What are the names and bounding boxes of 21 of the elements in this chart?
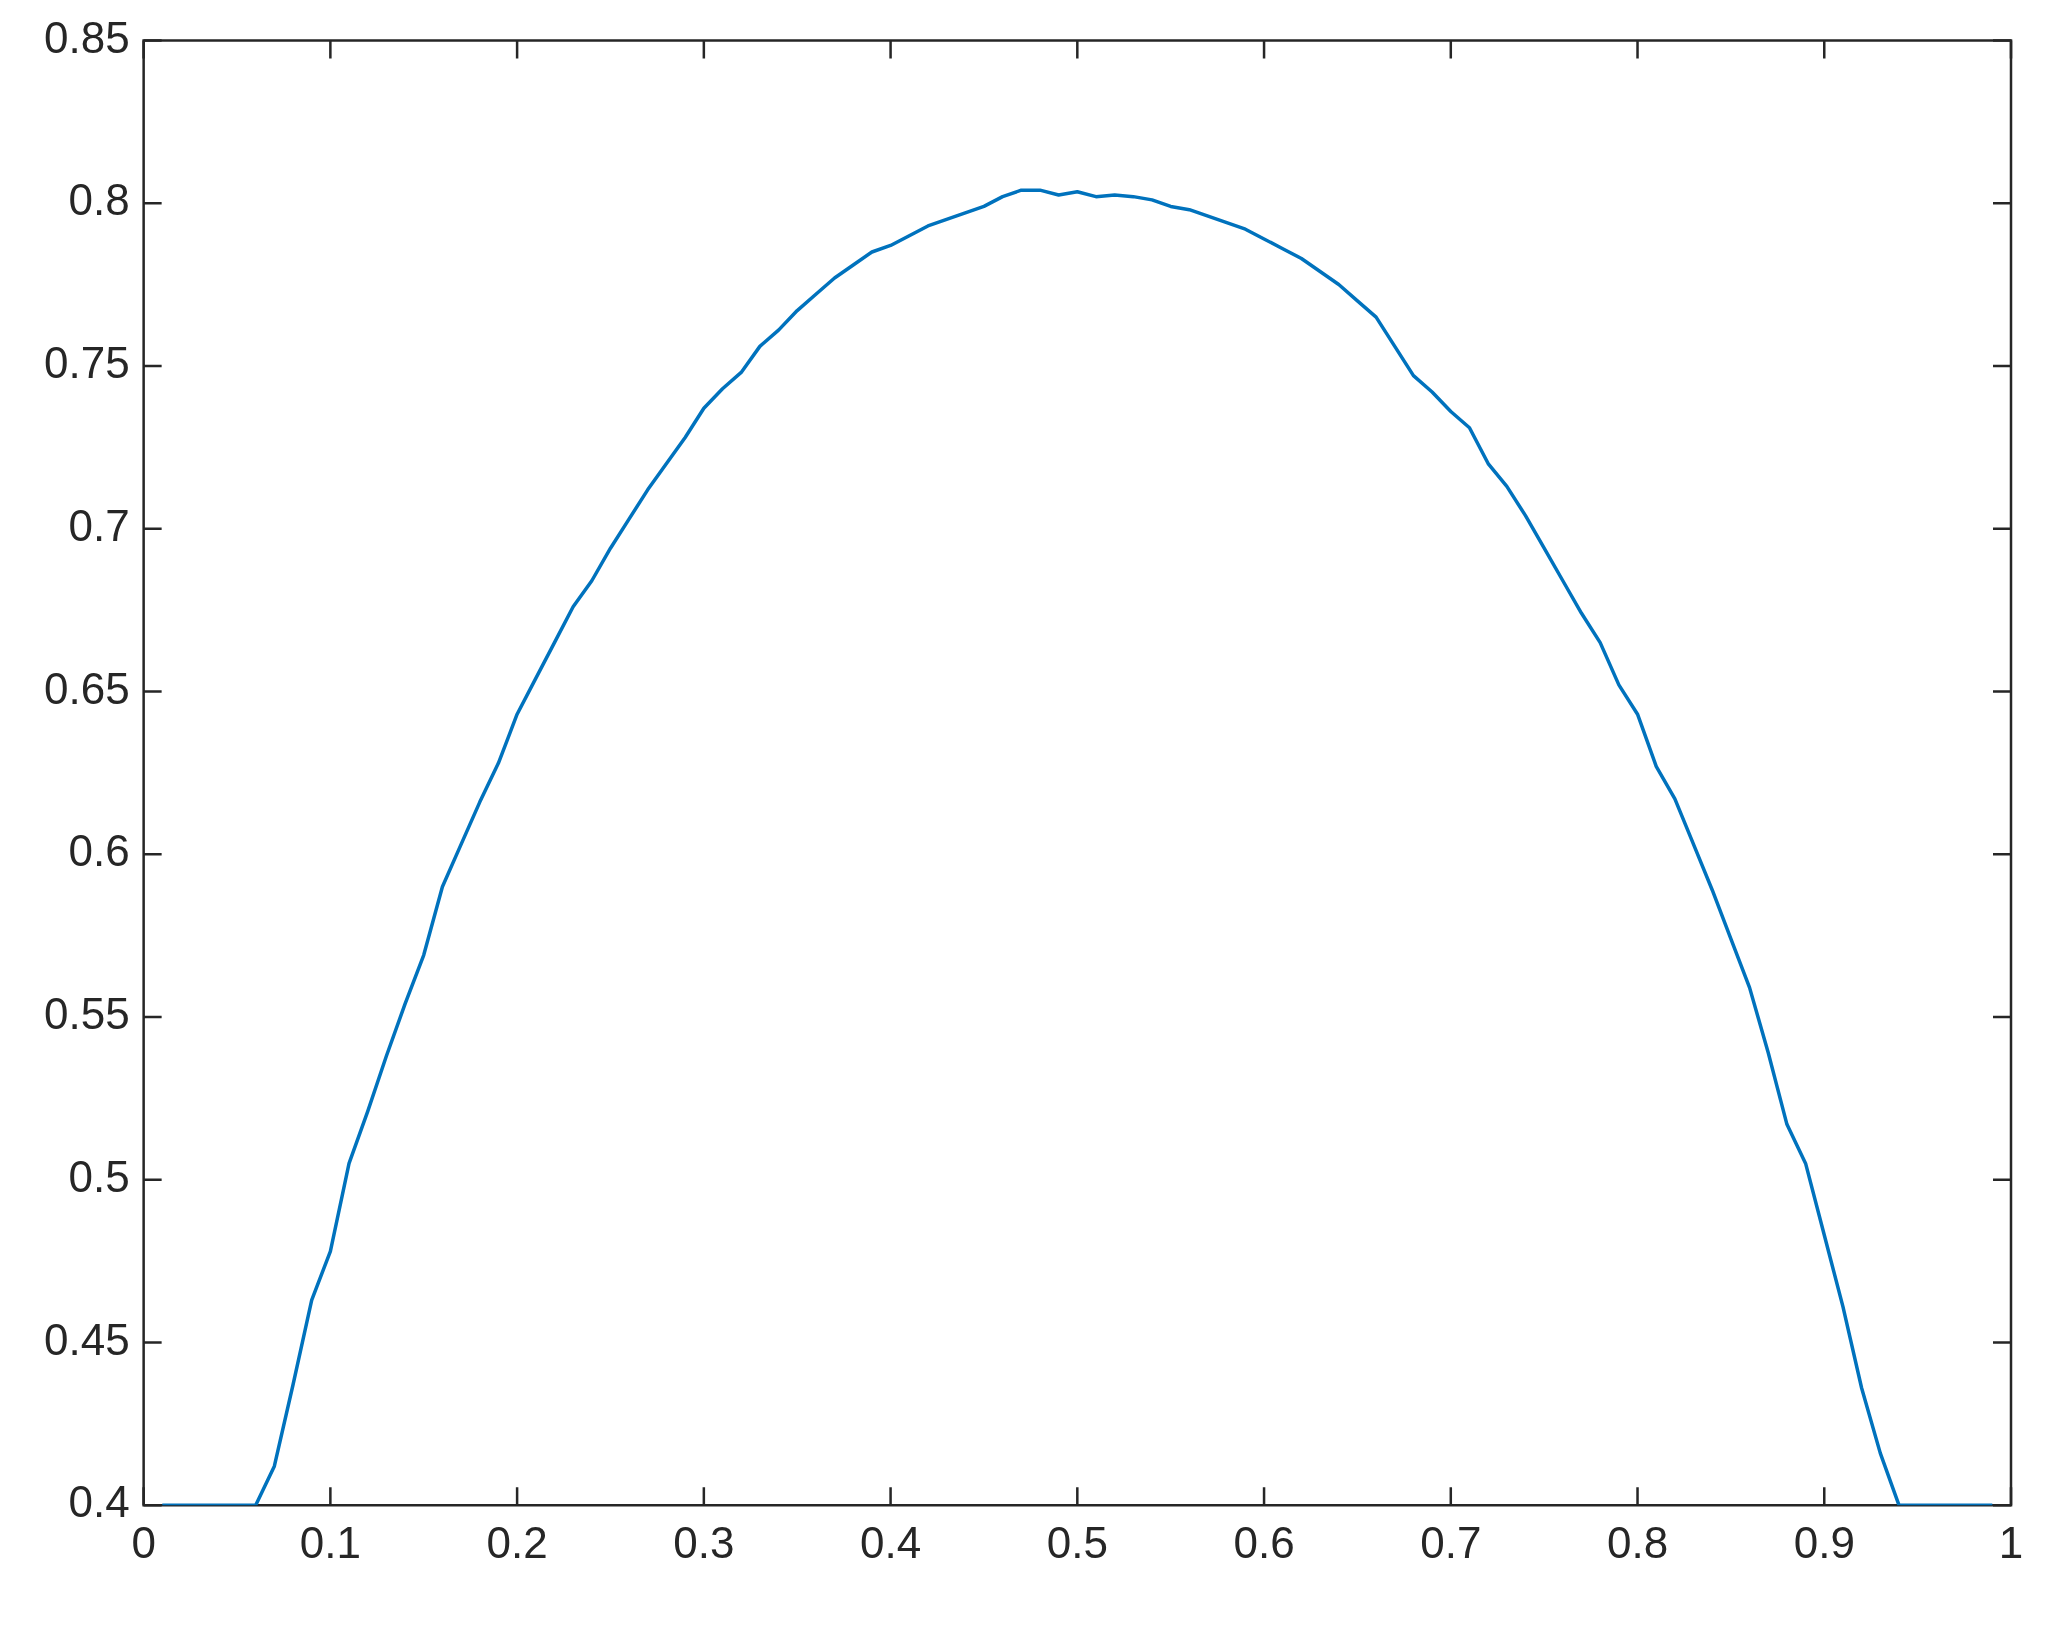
x-tick-label: 0	[131, 1517, 156, 1567]
y-tick-label: 0.8	[68, 175, 130, 225]
x-tick-label: 0.3	[673, 1517, 735, 1567]
x-tick-label: 0.5	[1046, 1517, 1108, 1567]
x-tick-label: 0.6	[1233, 1517, 1295, 1567]
x-tick-label: 0.7	[1420, 1517, 1482, 1567]
x-tick-label: 0.1	[299, 1517, 361, 1567]
y-tick-label: 0.5	[68, 1151, 130, 1201]
x-tick-label: 0.4	[860, 1517, 922, 1567]
y-tick-label: 0.45	[44, 1314, 130, 1364]
y-tick-label: 0.4	[68, 1477, 130, 1527]
y-tick-label: 0.6	[68, 826, 130, 876]
y-tick-label: 0.7	[68, 500, 130, 550]
x-tick-label: 0.2	[486, 1517, 548, 1567]
y-tick-label: 0.65	[44, 663, 130, 713]
x-tick-label: 1	[1998, 1517, 2024, 1567]
x-tick-label: 0.8	[1606, 1517, 1669, 1567]
y-tick-label: 0.75	[44, 338, 130, 388]
y-tick-label: 0.85	[44, 12, 130, 62]
x-tick-label: 0.9	[1793, 1517, 1855, 1567]
y-tick-label: 0.55	[44, 989, 130, 1039]
